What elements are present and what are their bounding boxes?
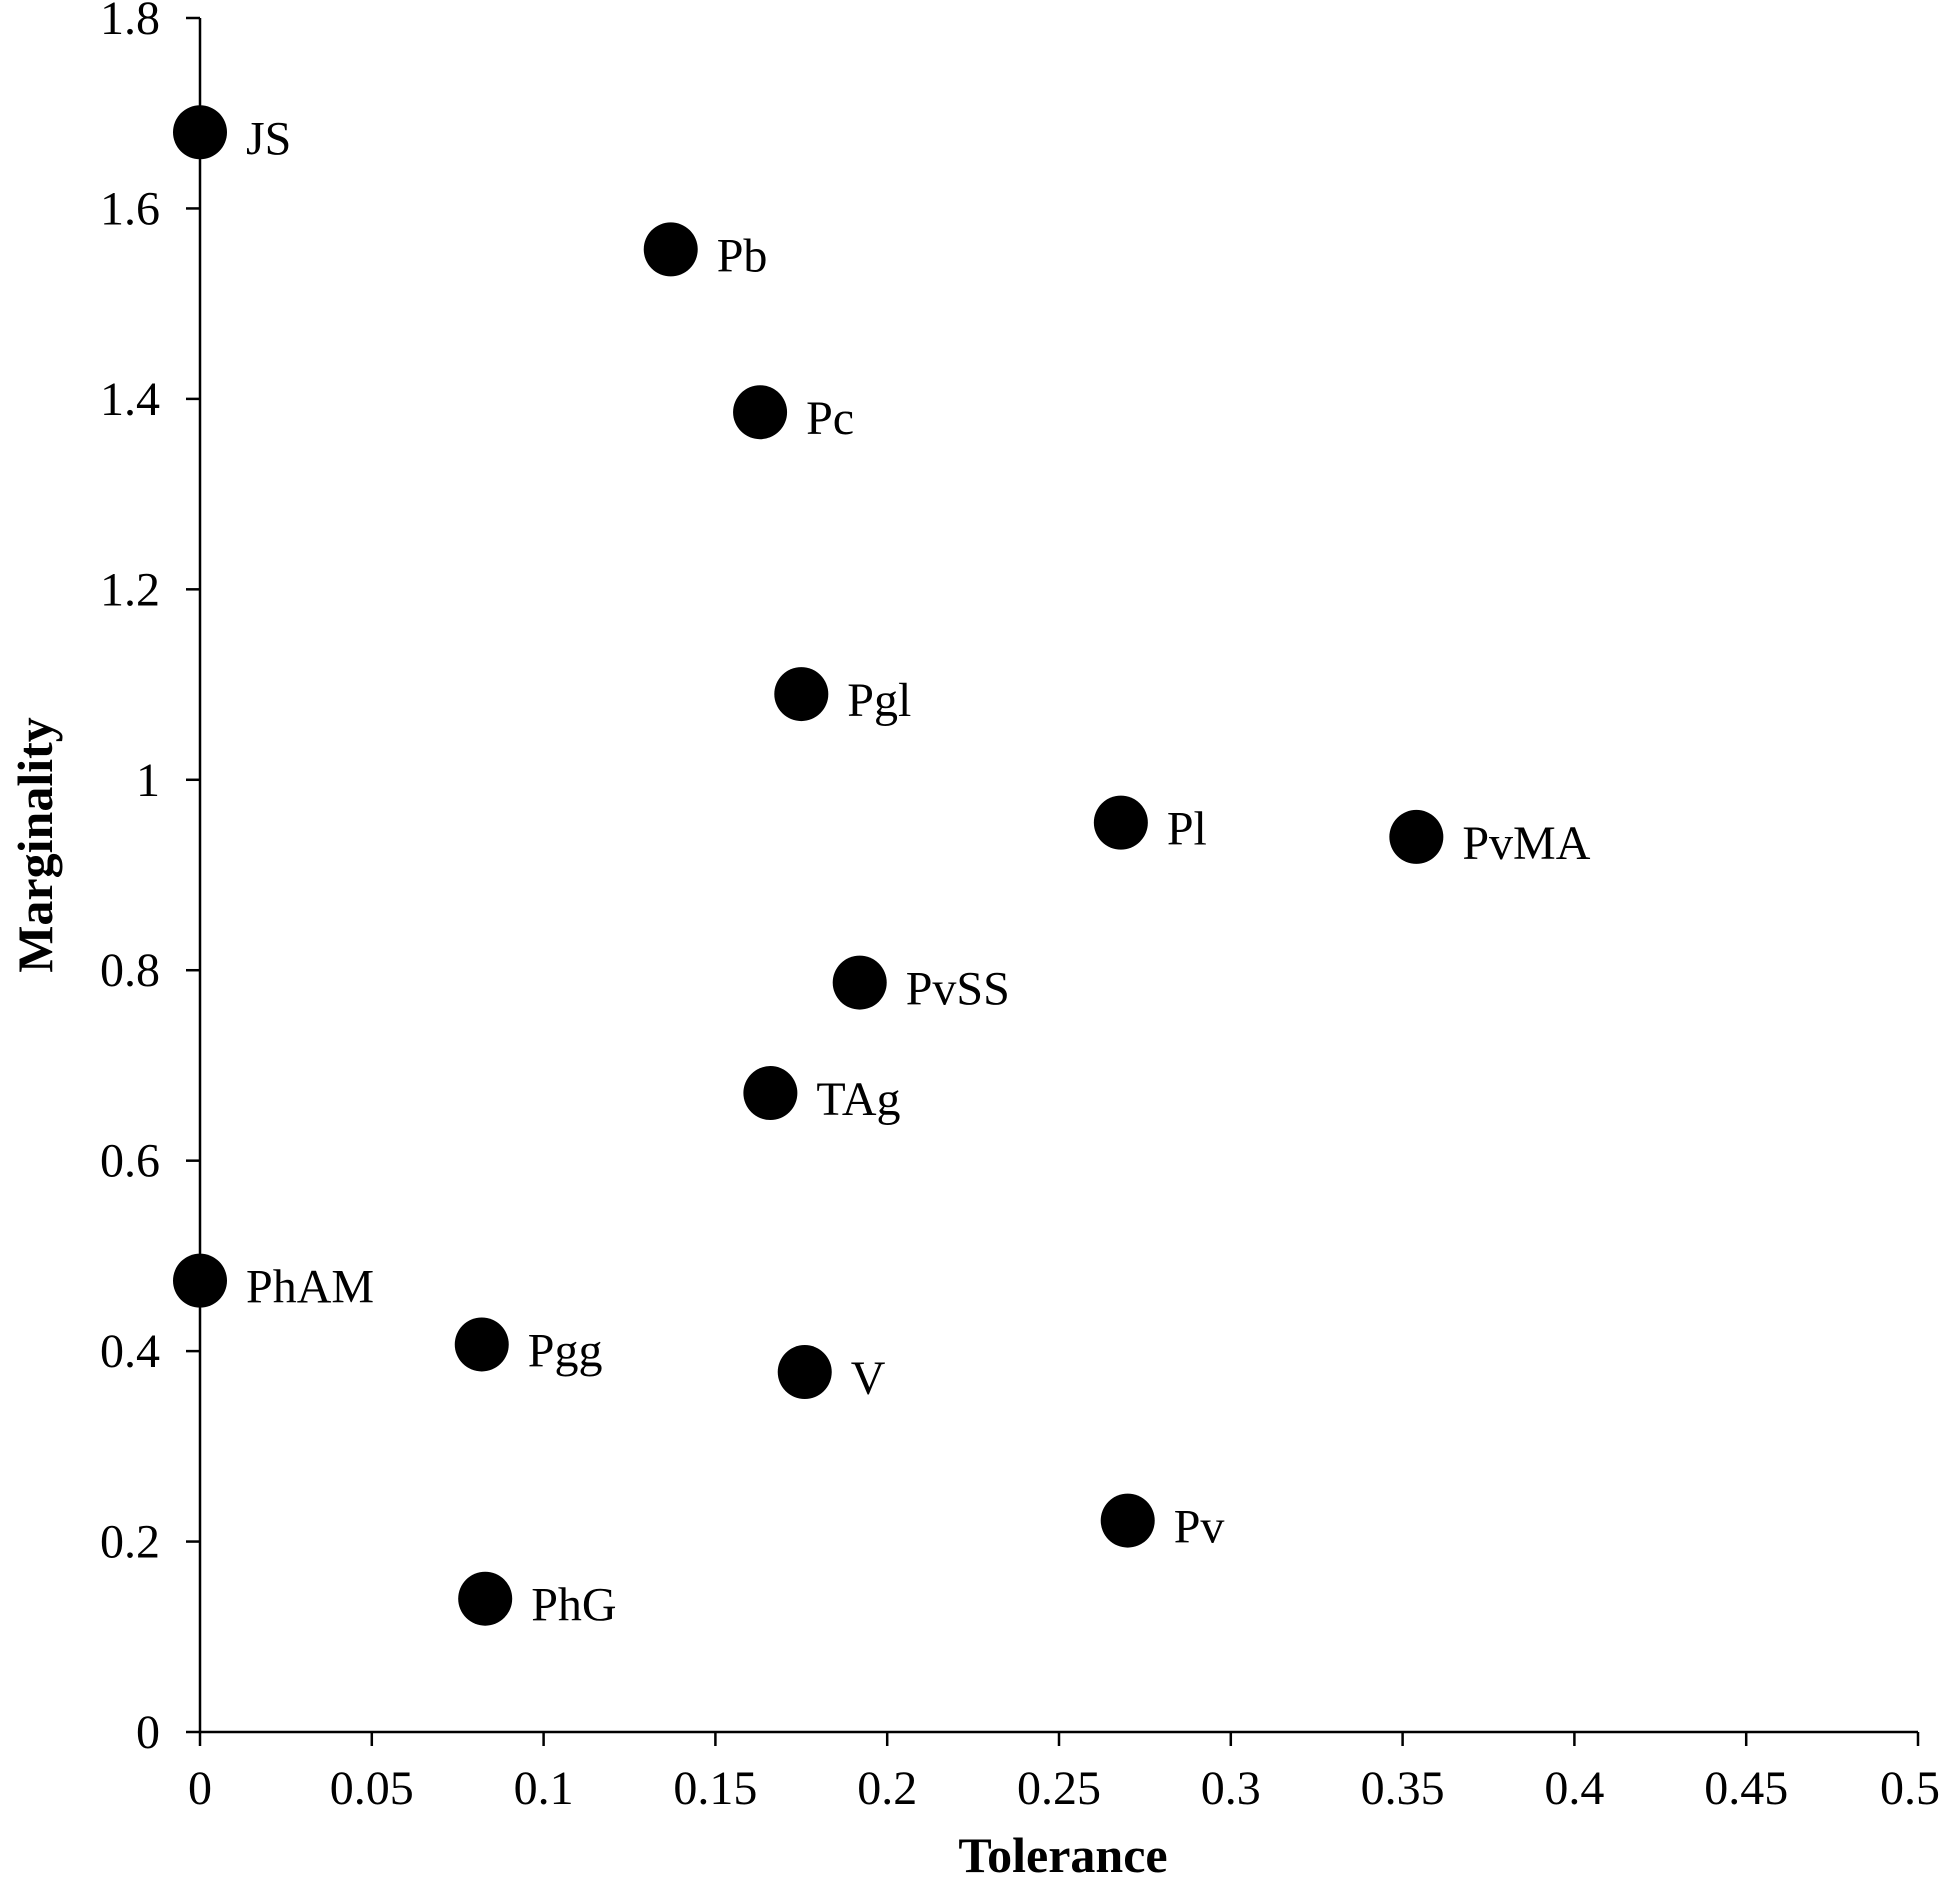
y-tick-label: 1.2 [100,563,160,616]
data-point-label: PvSS [906,963,1010,1016]
x-ticks: 0 0.05 0.1 0.15 0.2 0.25 0.3 0.35 0.4 0.45 0.5 [188,1732,1940,1815]
y-axis-title: Marginality [7,717,63,973]
y-tick-label: 0.4 [100,1325,160,1378]
axes [198,18,1918,1734]
data-point [743,1066,798,1121]
y-tick-label: 1.4 [100,373,160,426]
data-point [832,955,887,1010]
y-tick-label: 1 [136,754,160,807]
x-tick-label: 0 [188,1762,212,1815]
y-tick-label: 0.6 [100,1135,160,1188]
y-ticks: 0 0.2 0.4 0.6 0.8 1 1.2 1.4 1.6 1.8 [100,0,200,1759]
y-tick-label: 0.8 [100,944,160,997]
x-tick-label: 0.5 [1880,1762,1940,1815]
x-tick-label: 0.25 [1017,1762,1101,1815]
data-point-label: Pl [1167,803,1207,856]
data-point-label: PhG [531,1579,616,1632]
y-tick-label: 1.6 [100,182,160,235]
x-tick-label: 0.2 [857,1762,917,1815]
data-point-label: Pb [717,229,768,282]
x-tick-label: 0.15 [673,1762,757,1815]
y-tick-label: 0 [136,1706,160,1759]
data-point-label: Pgg [528,1324,603,1377]
x-tick-label: 0.3 [1201,1762,1261,1815]
data-point [774,667,829,722]
data-point-label: JS [246,112,291,165]
data-point-label: Pc [806,392,854,445]
x-tick-label: 0.4 [1544,1762,1604,1815]
data-point [1093,795,1148,850]
data-point-label: Pgl [847,674,911,727]
y-tick-label: 1.8 [100,0,160,45]
data-points: JS Pb Pc Pgl Pl PvMA PvSS TAg PhAM Pgg V Pv PhG [173,105,1591,1632]
x-tick-label: 0.45 [1704,1762,1788,1815]
x-tick-label: 0.05 [330,1762,414,1815]
data-point-label: PvMA [1462,817,1590,870]
data-point-label: TAg [816,1073,900,1126]
data-point [173,105,227,160]
x-axis-title: Tolerance [958,1827,1167,1883]
data-point [458,1571,513,1626]
data-point [1100,1493,1155,1548]
data-point [733,385,788,440]
data-point-label: PhAM [246,1261,374,1314]
data-point [454,1317,509,1372]
data-point [1389,809,1444,864]
data-point [643,222,698,277]
data-point-label: Pv [1174,1501,1225,1554]
y-tick-label: 0.2 [100,1516,160,1569]
data-point [777,1345,832,1400]
x-tick-label: 0.35 [1361,1762,1445,1815]
data-point [173,1253,227,1308]
x-tick-label: 0.1 [514,1762,574,1815]
data-point-label: V [851,1352,886,1405]
